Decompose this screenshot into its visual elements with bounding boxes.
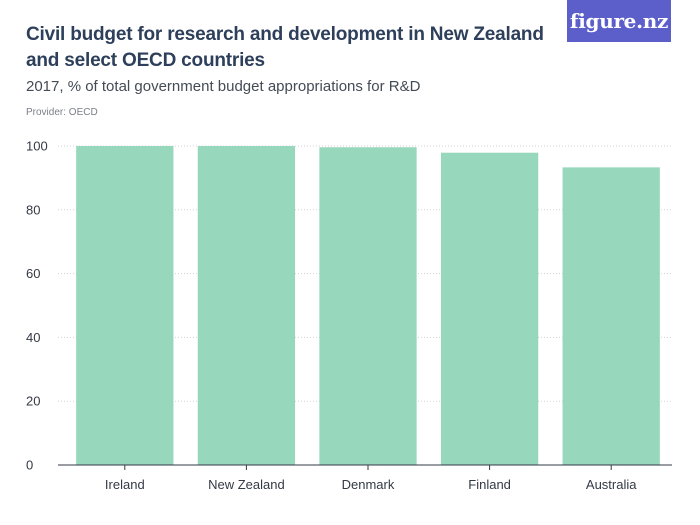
bar-australia[interactable] xyxy=(562,167,660,466)
x-category-label: New Zealand xyxy=(208,477,285,492)
x-axis-labels: Ireland New Zealand Denmark Finland Australi… xyxy=(105,465,637,492)
y-tick-label: 20 xyxy=(26,394,40,409)
y-axis-ticks: 0 20 40 60 80 100 xyxy=(26,139,48,473)
bar-new-zealand[interactable] xyxy=(197,146,296,465)
bar-finland[interactable] xyxy=(440,152,539,465)
y-tick-label: 40 xyxy=(26,330,40,345)
x-category-label: Ireland xyxy=(105,477,145,492)
x-category-label: Denmark xyxy=(342,477,395,492)
bar-denmark[interactable] xyxy=(319,147,417,465)
x-category-label: Australia xyxy=(586,477,637,492)
chart-subtitle: 2017, % of total government budget appro… xyxy=(26,78,421,95)
data-provider: Provider: OECD xyxy=(26,107,98,118)
x-category-label: Finland xyxy=(468,477,511,492)
y-tick-label: 100 xyxy=(26,139,48,154)
bars xyxy=(76,146,660,466)
figure-nz-logo[interactable]: figure.nz xyxy=(567,0,671,42)
y-tick-label: 80 xyxy=(26,202,40,217)
y-tick-label: 60 xyxy=(26,266,40,281)
chart-title: Civil budget for research and developmen… xyxy=(26,24,544,71)
bar-ireland[interactable] xyxy=(76,146,174,465)
y-tick-label: 0 xyxy=(26,458,33,473)
